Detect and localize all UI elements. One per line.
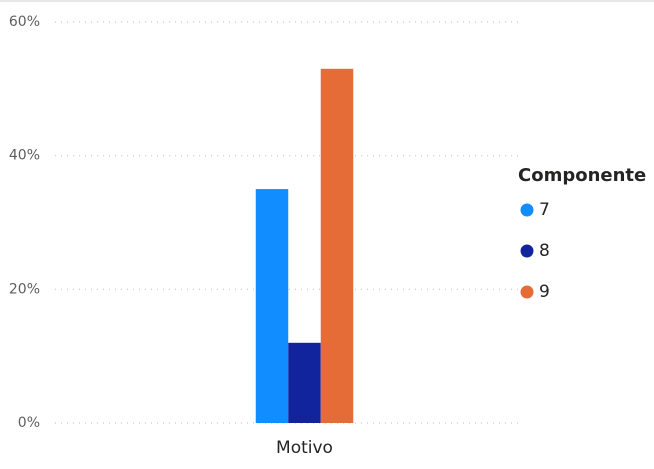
legend-marker	[520, 285, 534, 299]
legend-item: 8	[539, 241, 550, 261]
x-tick-label: Motivo	[276, 438, 333, 458]
y-tick-label: 40%	[9, 148, 40, 164]
bar	[288, 342, 321, 423]
y-tick-label: 60%	[9, 14, 40, 30]
legend-marker	[520, 203, 534, 217]
bar	[255, 189, 289, 423]
y-tick-label: 0%	[18, 415, 40, 431]
legend-title: Componente	[518, 165, 646, 186]
legend-item: 7	[539, 200, 550, 220]
bar	[320, 68, 354, 424]
legend-marker	[520, 244, 534, 258]
legend-item: 9	[539, 282, 550, 302]
y-tick-label: 20%	[9, 281, 40, 297]
